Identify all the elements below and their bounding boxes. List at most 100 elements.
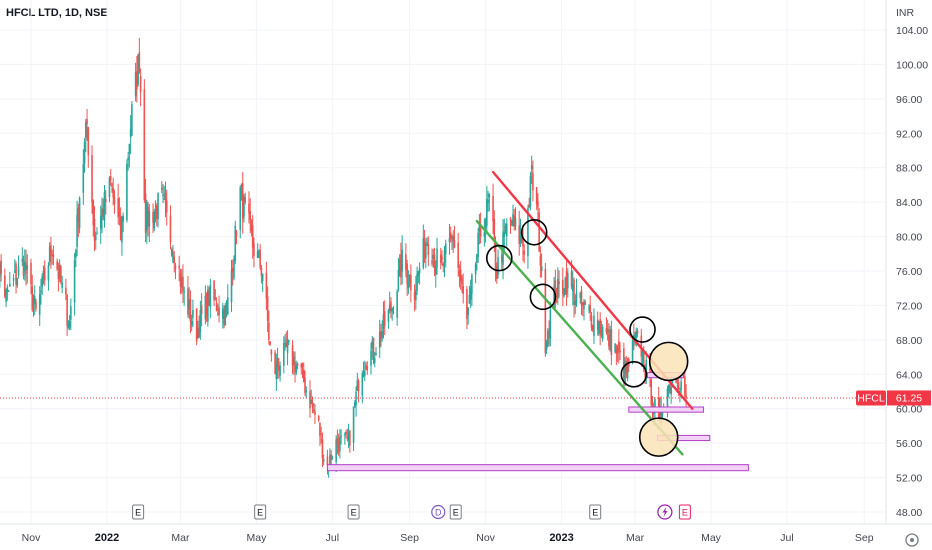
candle-body: [549, 310, 552, 339]
candle-body: [584, 302, 587, 305]
candle-body: [588, 307, 590, 309]
time-tick-label: 2023: [549, 532, 573, 544]
price-candles: [0, 38, 687, 478]
candle-body: [505, 223, 508, 237]
candle-body: [66, 295, 68, 326]
earnings-marker-shape: [254, 504, 267, 520]
candle-body: [571, 284, 574, 292]
candle-body: [86, 119, 88, 125]
candle-body: [599, 319, 601, 334]
candle-body: [187, 288, 189, 315]
candle-body: [92, 200, 95, 226]
candle-body: [14, 270, 16, 273]
candle-body: [468, 295, 471, 304]
candle-body: [226, 297, 229, 315]
candle-body: [256, 251, 259, 258]
price-axis[interactable]: 48.00 52.00 56.00 60.00 64.00 68.00 72.00 76.00…: [896, 25, 928, 519]
candle-body: [462, 286, 464, 295]
candle-body: [215, 302, 218, 311]
candle-body: [392, 312, 395, 314]
chart-settings-icon[interactable]: [905, 533, 919, 547]
candle-body: [231, 267, 234, 273]
candle-body: [51, 254, 53, 256]
candle-body: [391, 307, 393, 312]
candle-body: [319, 422, 321, 437]
candle-body: [147, 207, 149, 226]
candle-body: [21, 259, 24, 262]
candle-body: [671, 381, 674, 384]
candle-body: [502, 232, 504, 265]
event-marker-earnings: E: [347, 504, 360, 520]
candle-body: [40, 290, 42, 293]
candle-body: [365, 365, 367, 370]
candle-body: [669, 384, 671, 394]
candle-body: [195, 308, 198, 342]
candle-body: [381, 331, 384, 338]
candle-body: [388, 304, 391, 312]
candle-body: [96, 233, 98, 235]
candle-body: [205, 293, 208, 317]
candle-body: [165, 200, 168, 213]
candle-body: [5, 289, 7, 303]
candle-body: [188, 299, 190, 309]
candle-body: [180, 277, 183, 288]
candle-body: [677, 382, 680, 389]
annotation-circles[interactable]: [485, 218, 689, 457]
candle-body: [12, 278, 15, 281]
candle-body: [239, 187, 242, 231]
annotation-circle: [620, 360, 648, 388]
candle-body: [401, 249, 403, 272]
candle-body: [99, 215, 102, 229]
candle-body: [137, 54, 139, 85]
candle-body: [138, 52, 141, 73]
candle-body: [179, 272, 182, 287]
candle-body: [143, 89, 146, 201]
candle-body: [41, 276, 44, 287]
candle-body: [371, 340, 374, 349]
candle-body: [283, 342, 285, 366]
candle-body: [56, 261, 58, 270]
candle-body: [352, 406, 355, 443]
candle-body: [291, 345, 294, 366]
time-tick-label: Nov: [476, 532, 495, 544]
candle-body: [155, 205, 158, 219]
candle-body: [178, 265, 181, 269]
candle-body: [6, 287, 9, 292]
candle-body: [235, 232, 238, 237]
price-tick-label: 72.00: [896, 300, 922, 312]
candle-body: [83, 142, 86, 164]
time-axis-bg: [0, 524, 932, 550]
candle-body: [85, 122, 87, 138]
dividend-marker-shape: [431, 504, 446, 520]
candle-body: [614, 343, 616, 352]
candle-body: [326, 456, 329, 465]
candle-body: [558, 281, 560, 285]
candle-body: [244, 197, 247, 203]
candle-body: [33, 296, 36, 304]
candle-body: [416, 273, 418, 291]
candle-body: [198, 327, 200, 338]
candle-body: [380, 331, 382, 340]
annotation-circle: [629, 316, 656, 343]
candle-body: [250, 219, 253, 232]
candle-body: [136, 71, 138, 90]
candle-body: [591, 325, 594, 331]
candle-body: [15, 264, 17, 285]
candle-body: [144, 193, 147, 233]
candle-body: [596, 319, 599, 331]
candle-body: [570, 271, 573, 287]
time-axis[interactable]: Nov 2022 Mar May Jul Sep Nov 2023 Mar May Jul Sep: [22, 532, 874, 544]
candle-body: [532, 172, 534, 191]
candle-body: [16, 278, 19, 286]
candle-body: [102, 208, 105, 218]
candle-body: [77, 208, 80, 222]
candle-body: [128, 143, 131, 154]
candle-body: [625, 362, 628, 375]
candle-body: [606, 328, 609, 334]
time-tick-label: May: [247, 532, 268, 544]
annotation-circle: [485, 244, 513, 272]
candle-body: [477, 232, 479, 258]
candle-body: [241, 183, 244, 220]
